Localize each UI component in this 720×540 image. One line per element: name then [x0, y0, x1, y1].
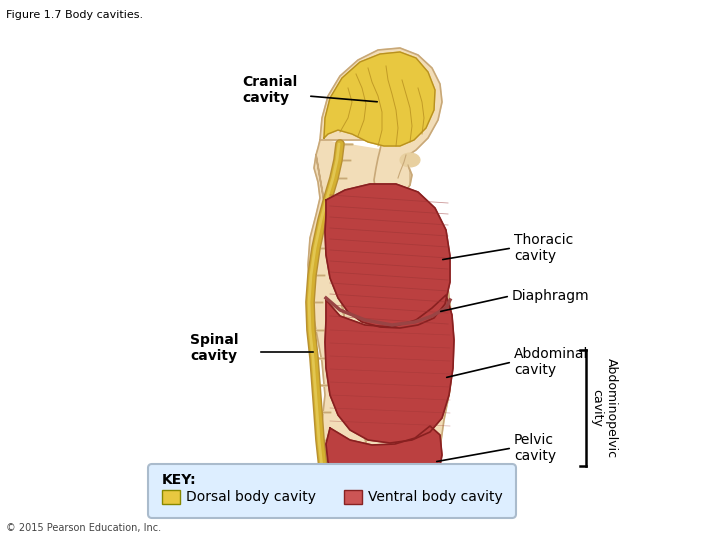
Text: Abdominal
cavity: Abdominal cavity: [514, 347, 588, 377]
Text: Ventral body cavity: Ventral body cavity: [368, 490, 503, 504]
Text: Pelvic
cavity: Pelvic cavity: [514, 433, 556, 463]
Polygon shape: [326, 426, 442, 510]
Text: Cranial
cavity: Cranial cavity: [242, 75, 297, 105]
Text: KEY:: KEY:: [162, 473, 197, 487]
Text: Diaphragm: Diaphragm: [512, 289, 590, 303]
Polygon shape: [324, 52, 435, 146]
Text: Spinal
cavity: Spinal cavity: [190, 333, 238, 363]
Polygon shape: [325, 184, 450, 328]
Text: Dorsal body cavity: Dorsal body cavity: [186, 490, 316, 504]
FancyBboxPatch shape: [162, 490, 180, 504]
Text: Abdominopelvic
cavity: Abdominopelvic cavity: [590, 358, 618, 458]
Polygon shape: [308, 140, 453, 512]
FancyBboxPatch shape: [344, 490, 362, 504]
Text: Thoracic
cavity: Thoracic cavity: [514, 233, 573, 263]
Text: Figure 1.7 Body cavities.: Figure 1.7 Body cavities.: [6, 10, 143, 20]
Ellipse shape: [400, 153, 420, 167]
FancyBboxPatch shape: [148, 464, 516, 518]
Text: © 2015 Pearson Education, Inc.: © 2015 Pearson Education, Inc.: [6, 523, 161, 533]
Polygon shape: [325, 295, 454, 443]
Polygon shape: [320, 48, 442, 202]
